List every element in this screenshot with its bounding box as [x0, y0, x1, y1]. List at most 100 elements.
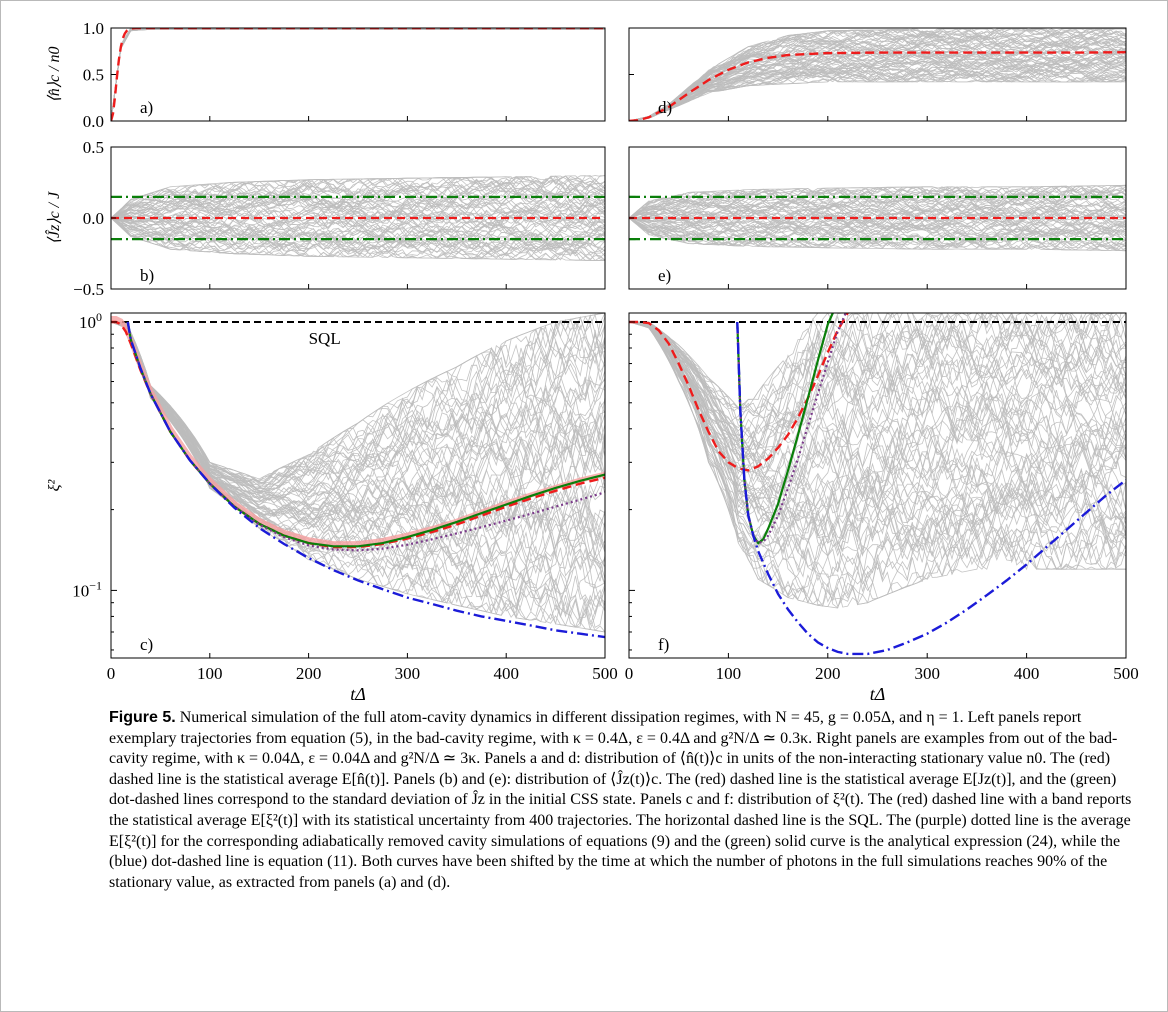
trajectory-line [111, 28, 605, 121]
trajectories-d [629, 28, 1126, 121]
trajectory-line [111, 177, 605, 219]
trajectory-line [111, 28, 140, 121]
trajectory-line [111, 28, 605, 121]
trajectory-line [111, 28, 605, 121]
caption-text: Numerical simulation of the full atom-ca… [109, 709, 1132, 891]
trajectory-line [111, 28, 605, 121]
trajectory-line [111, 28, 605, 121]
trajectory-line [629, 313, 1126, 447]
trajectory-line [111, 28, 605, 121]
trajectory-line [111, 28, 605, 121]
y-tick-label: 0.0 [83, 209, 104, 228]
axes-frame-c [110, 312, 606, 659]
trajectory-line [111, 28, 546, 121]
trajectory-line [629, 28, 1126, 121]
adiabatic-curve-c [126, 321, 605, 552]
trajectory-line [629, 321, 1126, 462]
panel-label-e: e) [658, 266, 671, 285]
trajectory-line [111, 321, 605, 517]
sql-annotation: SQL [309, 329, 341, 348]
trajectory-line [111, 28, 605, 121]
trajectory-line [111, 185, 605, 219]
trajectory-line [111, 217, 605, 254]
trajectory-line [629, 321, 1126, 531]
x-tick-label: 400 [493, 664, 519, 683]
trajectory-line [629, 39, 1126, 121]
trajectory-line [111, 28, 605, 121]
x-tick-label: 200 [296, 664, 322, 683]
x-tick-label: 300 [395, 664, 421, 683]
average-line-d [629, 51, 1126, 121]
trajectory-line [629, 52, 1126, 121]
trajectory-line [111, 204, 605, 230]
trajectory-line [111, 321, 605, 488]
trajectory-line [111, 28, 605, 121]
trajectory-line [629, 186, 1126, 219]
trajectory-line [629, 28, 1126, 121]
trajectory-line [111, 321, 605, 485]
y-tick-label: 0.0 [83, 112, 104, 131]
trajectory-line [629, 189, 1126, 219]
trajectory-line [111, 28, 605, 121]
trajectory-line [111, 179, 605, 219]
trajectory-line [111, 28, 605, 121]
trajectory-line [111, 28, 605, 121]
trajectory-line [629, 313, 1126, 425]
trajectory-line [629, 217, 1126, 243]
x-tick-label: 200 [815, 664, 841, 683]
y-tick-label: 0.5 [83, 138, 104, 157]
trajectory-line [629, 59, 1126, 121]
y-tick-label: −0.5 [73, 280, 104, 299]
trajectory-line [111, 194, 605, 219]
trajectory-line [111, 28, 605, 121]
trajectory-line [111, 28, 605, 121]
trajectory-line [111, 28, 140, 121]
trajectory-line [629, 321, 1126, 501]
series-b [111, 195, 605, 241]
y-tick-label: 0.5 [83, 66, 104, 85]
trajectory-line [111, 28, 605, 121]
trajectory-line [629, 313, 1126, 409]
series-f [629, 313, 1126, 656]
trajectory-line [111, 28, 566, 121]
trajectory-line [111, 28, 605, 121]
trajectory-line [111, 28, 605, 121]
trajectory-line [111, 28, 265, 121]
trajectory-line [111, 28, 139, 121]
trajectory-line [111, 28, 605, 121]
x-tick-label: 100 [197, 664, 223, 683]
trajectory-line [629, 321, 1126, 451]
trajectory-line [111, 28, 596, 121]
trajectory-line [629, 28, 1126, 121]
trajectories-c [111, 313, 605, 633]
trajectory-line [111, 321, 605, 630]
trajectories-e [629, 184, 1126, 252]
trajectory-line [111, 28, 605, 121]
trajectory-line [629, 313, 1126, 410]
trajectory-line [629, 321, 1126, 514]
x-tick-label: 500 [1113, 664, 1139, 683]
trajectory-line [111, 321, 605, 505]
trajectory-line [111, 175, 605, 219]
trajectory-line [111, 28, 141, 121]
trajectory-line [111, 176, 605, 219]
trajectory-line [111, 321, 605, 520]
trajectory-line [629, 321, 1126, 475]
trajectory-line [629, 321, 1126, 554]
trajectory-line [629, 217, 1126, 252]
trajectory-line [111, 321, 605, 520]
trajectory-line [629, 59, 1126, 121]
trajectory-line [111, 28, 605, 121]
trajectory-line [111, 28, 605, 121]
trajectory-line [629, 217, 1126, 243]
trajectory-line [629, 46, 1126, 121]
trajectory-line [629, 184, 1126, 219]
trajectory-line [111, 28, 564, 121]
trajectory-line [111, 28, 139, 121]
trajectory-line [629, 313, 1126, 443]
trajectory-line [629, 321, 1126, 455]
trajectory-line [629, 197, 1126, 223]
y-axis-label: ⟨n̂⟩c / n0 [46, 46, 63, 102]
series-c [111, 316, 605, 639]
trajectory-line [111, 28, 605, 121]
